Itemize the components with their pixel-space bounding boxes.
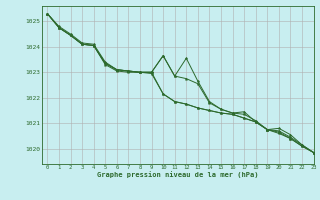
X-axis label: Graphe pression niveau de la mer (hPa): Graphe pression niveau de la mer (hPa) — [97, 172, 258, 178]
